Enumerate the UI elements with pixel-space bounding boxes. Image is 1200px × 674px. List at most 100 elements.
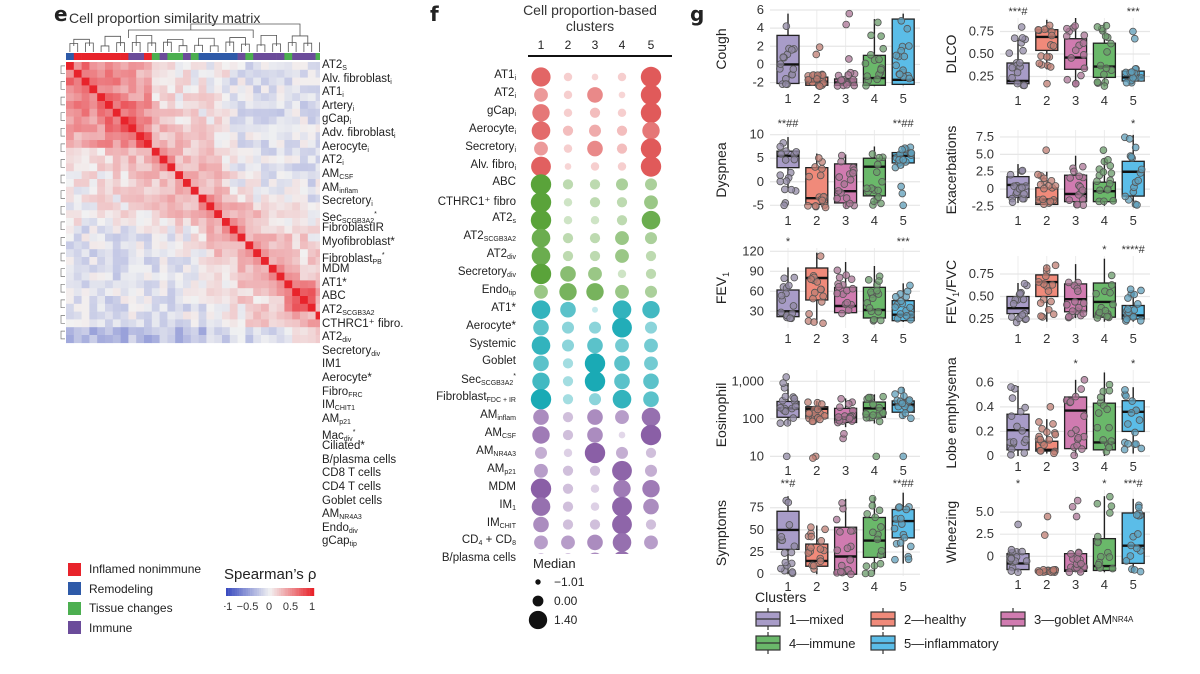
- heatmap-cell: [120, 210, 129, 219]
- data-point: [1107, 39, 1115, 48]
- heatmap-cell: [81, 93, 90, 102]
- colorbar-segment: [292, 588, 295, 596]
- heatmap-cell: [128, 233, 137, 242]
- heatmap-cell: [175, 163, 184, 172]
- dendrogram-branch: [209, 45, 219, 52]
- panel-g-letter: g: [690, 2, 705, 26]
- data-point: [844, 71, 853, 79]
- heatmap-cell: [222, 69, 231, 78]
- dot: [643, 373, 659, 390]
- heatmap-cell: [284, 218, 293, 227]
- heatmap-cell: [284, 155, 293, 164]
- heatmap-cell: [144, 233, 153, 242]
- heatmap-cell: [167, 202, 176, 211]
- heatmap-cell: [276, 108, 285, 117]
- heatmap-cell: [73, 218, 82, 227]
- dotplot-row-label: AMNR4A3: [476, 445, 516, 458]
- heatmap-cell: [128, 155, 137, 164]
- column-group-cell: [300, 53, 309, 60]
- x-tick-label: 4: [1101, 93, 1108, 108]
- heatmap-cell: [253, 155, 262, 164]
- data-point: [807, 532, 816, 541]
- heatmap-cell: [175, 155, 184, 164]
- row-label-text: Alv. fibro: [470, 158, 515, 171]
- row-label-text: AM: [322, 181, 340, 194]
- heatmap-cell: [120, 225, 129, 234]
- heatmap-cell: [206, 108, 215, 117]
- heatmap-cell: [315, 272, 320, 281]
- heatmap-cell: [284, 186, 293, 195]
- heatmap-cell: [89, 85, 98, 94]
- heatmap-cell: [81, 218, 90, 227]
- data-point: [890, 524, 899, 533]
- dendrogram-branch: [60, 127, 65, 137]
- data-point: [1080, 64, 1089, 73]
- heatmap-cell: [284, 311, 293, 320]
- heatmap-cell: [151, 62, 160, 71]
- dotplot-row-label: Endotip: [482, 284, 516, 297]
- outlier-point: [840, 429, 848, 438]
- heatmap-cell: [300, 218, 309, 227]
- heatmap-cell: [198, 218, 207, 227]
- heatmap-cell: [183, 335, 192, 344]
- data-point: [776, 403, 785, 412]
- data-point: [1137, 444, 1146, 453]
- data-point: [1039, 195, 1047, 204]
- heatmap-cell: [261, 147, 270, 156]
- data-point: [1035, 59, 1044, 68]
- dendrogram-branch: [60, 96, 65, 106]
- heatmap-cell: [112, 77, 121, 86]
- data-point: [874, 193, 883, 201]
- heatmap-cell: [97, 233, 106, 242]
- heatmap-cell: [198, 155, 207, 164]
- heatmap-cell: [81, 155, 90, 164]
- heatmap-cell: [73, 171, 82, 180]
- heatmap-cell: [105, 77, 114, 86]
- data-point: [1035, 418, 1043, 426]
- heatmap-cell: [307, 319, 316, 328]
- heatmap-cell: [112, 264, 121, 273]
- heatmap-cell: [112, 62, 121, 71]
- heatmap-cell: [128, 288, 137, 297]
- heatmap-cell: [144, 202, 153, 211]
- heatmap-cell: [276, 327, 285, 336]
- y-tick-label: 5.0: [976, 146, 994, 161]
- heatmap-cell: [206, 62, 215, 71]
- heatmap-cell: [237, 319, 246, 328]
- boxplot-legend-glyph-icon: [870, 632, 896, 654]
- heatmap-row-label: AT1*: [322, 277, 347, 289]
- heatmap-cell: [268, 85, 277, 94]
- heatmap-cell: [105, 116, 114, 125]
- colorbar-segment: [261, 588, 264, 596]
- cluster-legend-item: 3—goblet AM NR4A: [1000, 608, 1133, 630]
- heatmap-cell: [284, 101, 293, 110]
- data-point: [1007, 383, 1015, 391]
- row-label-text: Aerocyte*: [466, 319, 516, 332]
- x-tick-label: 4: [1101, 459, 1108, 474]
- dendrogram-branch: [60, 190, 65, 199]
- cluster-legend-label: 3—goblet AM: [1034, 611, 1113, 627]
- heatmap-cell: [112, 147, 121, 156]
- heatmap-cell: [229, 249, 238, 258]
- data-point: [1071, 22, 1079, 30]
- heatmap-cell: [89, 132, 98, 141]
- dotplot-row-label: AT1*: [491, 302, 516, 314]
- data-point: [897, 46, 905, 55]
- row-label-subscript: FRC: [348, 391, 363, 399]
- dendrogram-branch: [167, 39, 184, 46]
- heatmap-cell: [198, 249, 207, 258]
- heatmap-cell: [222, 303, 231, 312]
- heatmap-cell: [268, 319, 277, 328]
- heatmap-cell: [214, 77, 223, 86]
- heatmap-cell: [307, 233, 316, 242]
- heatmap-cell: [229, 264, 238, 273]
- row-label-text: IM: [322, 399, 335, 412]
- data-point: [892, 61, 900, 70]
- outlier-point: [1040, 531, 1049, 539]
- dot: [584, 353, 606, 374]
- heatmap-cell: [66, 163, 75, 172]
- heatmap-cell: [245, 249, 254, 258]
- data-point: [1137, 74, 1146, 82]
- data-point: [877, 546, 886, 555]
- data-point: [821, 525, 829, 534]
